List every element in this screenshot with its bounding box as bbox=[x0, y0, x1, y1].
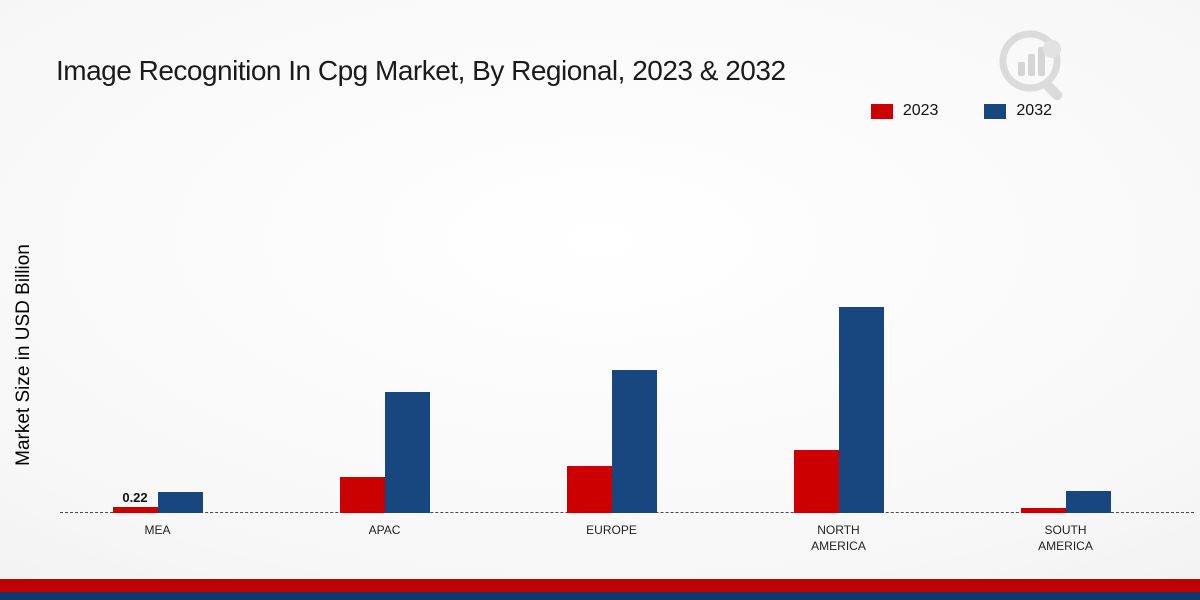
chart-legend: 2023 2032 bbox=[870, 102, 1052, 120]
x-axis-category-label-apac: APAC bbox=[368, 523, 401, 537]
legend-label-2032: 2032 bbox=[1016, 102, 1052, 119]
bar-group-mea: 0.22 MEA bbox=[44, 293, 271, 537]
bar-2032-north-america bbox=[838, 306, 884, 513]
chart-title: Image Recognition In Cpg Market, By Regi… bbox=[56, 54, 786, 86]
bar-group-apac: APAC bbox=[271, 293, 498, 537]
bar-2023-europe bbox=[566, 466, 612, 513]
legend-item-2023: 2023 bbox=[870, 102, 939, 120]
market-research-watermark-logo bbox=[999, 30, 1063, 101]
bar-2023-mea: 0.22 bbox=[112, 490, 158, 513]
bar-group-north-america: NORTH AMERICA bbox=[725, 293, 952, 553]
plot-area: 0.22 MEA APAC EUROPE NORTH AMERICA SOUTH AMER… bbox=[44, 293, 1179, 553]
bar-value-label: 0.22 bbox=[122, 489, 148, 505]
bar-2032-south-america bbox=[1065, 491, 1111, 513]
bar-2023-north-america bbox=[793, 449, 839, 513]
x-axis-category-label-europe: EUROPE bbox=[586, 523, 637, 537]
legend-swatch-2023 bbox=[870, 103, 893, 119]
bar-2032-mea bbox=[157, 492, 203, 513]
bar-2023-south-america bbox=[1020, 507, 1066, 513]
legend-swatch-2032 bbox=[984, 103, 1007, 119]
legend-label-2023: 2023 bbox=[902, 102, 939, 119]
bar-2023-apac bbox=[339, 477, 385, 513]
footer-strip-blue bbox=[0, 592, 1200, 600]
bar-2032-europe bbox=[611, 370, 657, 513]
bar-2032-apac bbox=[384, 392, 430, 513]
legend-item-2032: 2032 bbox=[984, 102, 1052, 120]
x-axis-category-label-mea: MEA bbox=[144, 523, 171, 537]
bar-group-south-america: SOUTH AMERICA bbox=[952, 293, 1179, 553]
x-axis-category-label-south-america: SOUTH AMERICA bbox=[1038, 523, 1093, 554]
x-axis-category-label-north-america: NORTH AMERICA bbox=[811, 523, 866, 554]
footer-strip-red bbox=[0, 579, 1200, 592]
bar-group-europe: EUROPE bbox=[498, 293, 725, 537]
y-axis-label: Market Size in USD Billion bbox=[13, 244, 34, 466]
